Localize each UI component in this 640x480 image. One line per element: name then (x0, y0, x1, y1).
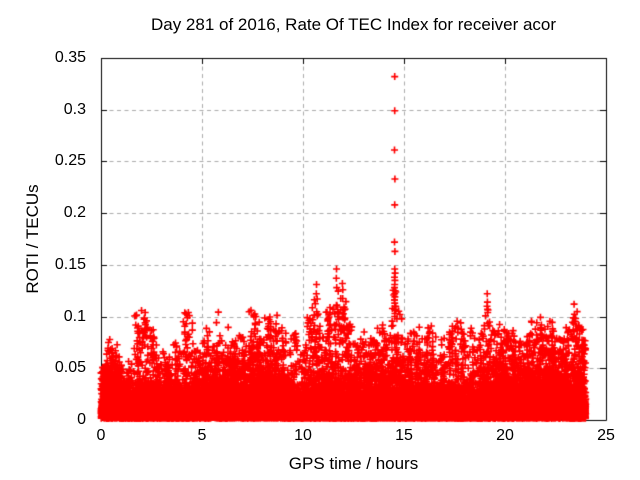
y-tick-label: 0.3 (63, 100, 86, 118)
y-axis-label: ROTI / TECUs (23, 184, 42, 294)
y-tick-label: 0 (77, 411, 86, 428)
x-tick-label: 20 (496, 427, 514, 444)
y-tick-label: 0.1 (63, 307, 86, 325)
x-tick-label: 0 (96, 427, 106, 444)
x-tick-label: 15 (395, 427, 413, 444)
x-axis-label: GPS time / hours (288, 454, 419, 473)
x-tick-label: 5 (197, 427, 207, 444)
y-tick-label: 0.15 (54, 255, 86, 273)
x-tick-label: 25 (597, 427, 615, 444)
y-tick-label: 0.35 (54, 49, 86, 66)
y-tick-label: 0.25 (54, 152, 86, 170)
y-tick-label: 0.05 (54, 359, 86, 377)
chart-title: Day 281 of 2016, Rate Of TEC Index for r… (150, 15, 557, 34)
x-tick-label: 10 (294, 427, 312, 444)
y-tick-label: 0.2 (63, 204, 86, 222)
